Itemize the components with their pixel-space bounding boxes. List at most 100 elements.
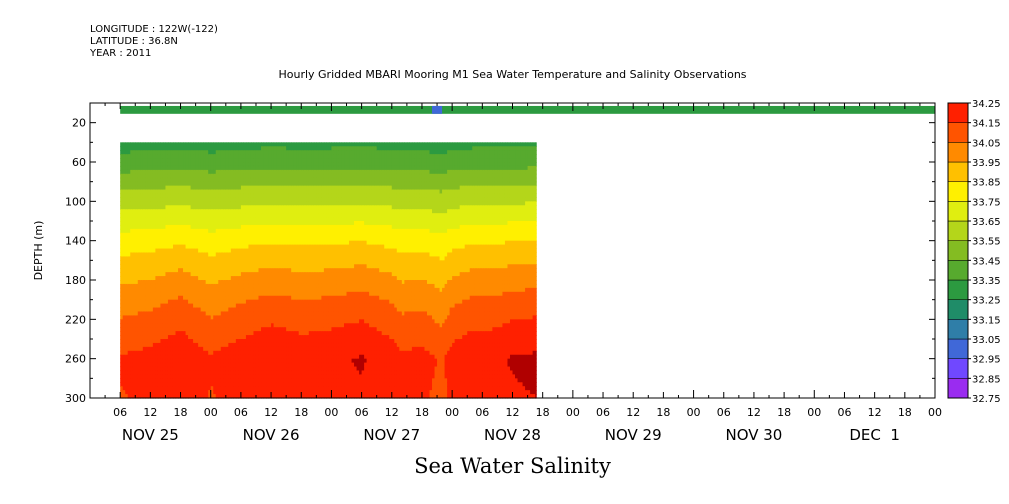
- heat-cell: [142, 283, 146, 289]
- heat-cell: [180, 319, 184, 324]
- heat-cell: [120, 240, 124, 246]
- heat-cell: [203, 213, 207, 218]
- heat-cell: [135, 291, 139, 297]
- heat-cell: [190, 224, 194, 230]
- heat-cell: [135, 248, 139, 254]
- heat-cell: [190, 291, 194, 297]
- heat-cell: [172, 303, 177, 309]
- heat-cell: [172, 394, 177, 399]
- heat-cell: [137, 162, 141, 167]
- heat-cell: [210, 307, 214, 313]
- heat-cell: [185, 295, 189, 301]
- heat-cell: [122, 268, 126, 273]
- heat-cell: [180, 169, 184, 175]
- heat-cell: [130, 142, 134, 147]
- heat-cell: [172, 268, 177, 273]
- heat-cell: [167, 165, 172, 171]
- heat-cell: [220, 350, 224, 356]
- heat-cell: [218, 299, 222, 305]
- heat-cell: [152, 205, 156, 210]
- heat-cell: [120, 189, 124, 195]
- heat-cell: [200, 299, 204, 305]
- heat-cell: [125, 374, 129, 379]
- heat-cell: [190, 256, 194, 261]
- heat-cell: [122, 287, 126, 293]
- heat-cell: [152, 146, 156, 151]
- heat-cell: [125, 264, 129, 269]
- heat-cell: [170, 382, 174, 387]
- heat-cell: [162, 327, 167, 332]
- heat-cell: [137, 150, 141, 155]
- heat-cell: [190, 162, 194, 167]
- heat-cell: [127, 327, 131, 332]
- heat-cell: [180, 362, 184, 368]
- heat-cell: [172, 307, 177, 313]
- heat-cell: [250, 189, 255, 195]
- heat-cell: [233, 366, 237, 372]
- heat-cell: [213, 354, 217, 360]
- heat-cell: [157, 197, 162, 202]
- heat-cell: [198, 209, 202, 214]
- heat-cell: [157, 221, 162, 226]
- heat-cell: [135, 370, 139, 375]
- heat-cell: [120, 394, 124, 399]
- heat-cell: [205, 209, 209, 214]
- heat-cell: [188, 362, 192, 368]
- heat-cell: [218, 358, 222, 364]
- heat-cell: [203, 201, 207, 206]
- heat-cell: [240, 162, 245, 167]
- heat-cell: [165, 339, 169, 344]
- heat-cell: [238, 228, 242, 234]
- heat-cell: [188, 339, 192, 344]
- heat-cell: [122, 162, 126, 167]
- heat-cell: [250, 169, 255, 175]
- heat-cell: [185, 154, 189, 159]
- heat-cell: [127, 366, 131, 372]
- heat-cell: [188, 185, 192, 191]
- heat-cell: [178, 378, 182, 383]
- heat-cell: [172, 244, 177, 250]
- heat-cell: [183, 244, 187, 250]
- heat-cell: [172, 248, 177, 254]
- heat-cell: [152, 283, 156, 289]
- heat-cell: [220, 169, 224, 175]
- heat-cell: [225, 335, 229, 340]
- heat-cell: [132, 342, 136, 348]
- heat-cell: [228, 224, 232, 230]
- heat-cell: [188, 201, 192, 206]
- heat-cell: [208, 197, 212, 202]
- heat-cell: [167, 197, 172, 202]
- heat-cell: [225, 303, 229, 309]
- heat-cell: [167, 169, 172, 175]
- heat-cell: [195, 295, 199, 301]
- heat-cell: [155, 197, 159, 202]
- heat-cell: [190, 323, 194, 328]
- heat-cell: [147, 390, 151, 395]
- heat-cell: [215, 342, 219, 348]
- heat-cell: [180, 221, 184, 226]
- heat-cell: [120, 193, 124, 198]
- heat-cell: [198, 236, 202, 242]
- heat-cell: [245, 236, 250, 242]
- heat-cell: [127, 374, 131, 379]
- heat-cell: [167, 228, 172, 234]
- heat-cell: [228, 201, 232, 206]
- heat-cell: [127, 224, 131, 230]
- heat-cell: [183, 342, 187, 348]
- heat-cell: [130, 276, 134, 281]
- heat-cell: [175, 189, 179, 195]
- heat-cell: [248, 205, 252, 210]
- heat-cell: [167, 311, 172, 316]
- heat-cell: [125, 213, 129, 218]
- heat-cell: [190, 327, 194, 332]
- heat-cell: [152, 248, 156, 254]
- heat-cell: [183, 287, 187, 293]
- heat-cell: [208, 280, 212, 285]
- heat-cell: [235, 209, 239, 214]
- heat-cell: [120, 228, 124, 234]
- heat-cell: [248, 224, 252, 230]
- heat-cell: [132, 165, 136, 171]
- heat-cell: [203, 165, 207, 171]
- heat-cell: [188, 390, 192, 395]
- heat-cell: [235, 295, 239, 301]
